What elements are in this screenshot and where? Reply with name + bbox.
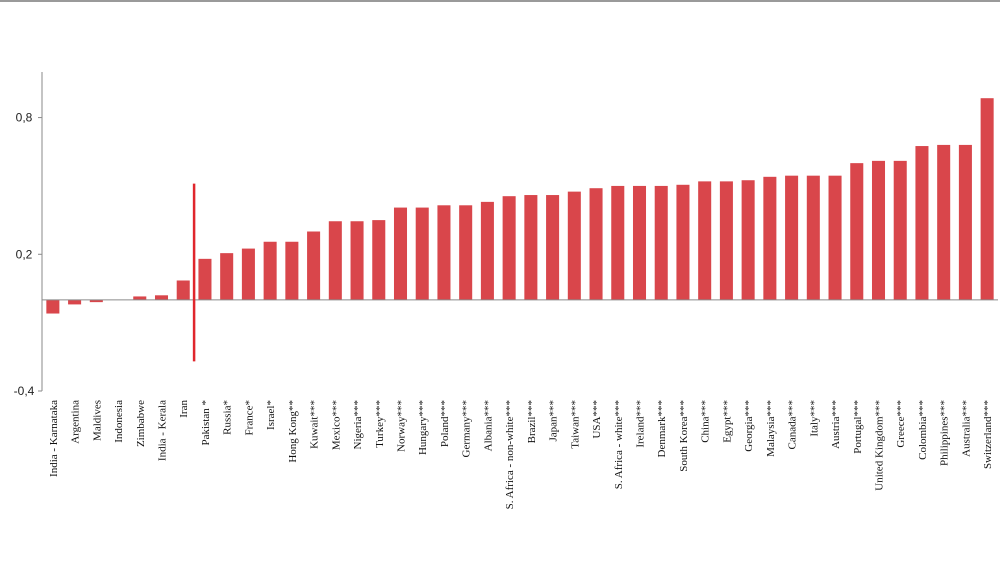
category-label: India - Kerala — [157, 400, 169, 461]
category-label: United Kingdom*** — [874, 400, 886, 491]
category-label: South Korea*** — [678, 400, 690, 472]
bar — [263, 241, 277, 300]
y-tick-label: 0,8 — [16, 111, 33, 125]
top-border — [0, 0, 1000, 2]
bars-group — [46, 98, 994, 314]
bar — [350, 221, 364, 300]
category-label: Austria*** — [830, 400, 842, 449]
bar — [719, 181, 733, 300]
bar — [654, 185, 668, 300]
category-label: Turkey*** — [374, 400, 386, 448]
y-tick-label: -0,4 — [14, 384, 35, 398]
category-label: Russia* — [222, 400, 234, 435]
bar — [546, 195, 560, 300]
category-label: Albania*** — [482, 400, 494, 451]
category-label: Kuwait*** — [309, 400, 321, 449]
bar — [372, 220, 386, 300]
category-label: India - Karnataka — [48, 400, 60, 477]
bar — [676, 184, 690, 300]
category-label: Taiwan*** — [569, 400, 581, 449]
y-tick-label: 0,2 — [16, 247, 33, 261]
bar — [198, 258, 212, 300]
category-label: USA*** — [591, 400, 603, 439]
bar — [307, 231, 321, 300]
bar — [220, 253, 234, 300]
category-label: S. Africa - non-white*** — [504, 400, 516, 509]
category-label: Colombia*** — [917, 400, 929, 460]
category-label: Denmark*** — [656, 400, 668, 457]
category-label: Brazil*** — [526, 400, 538, 443]
category-label: Australia*** — [960, 400, 972, 457]
bar — [459, 205, 473, 300]
category-label: Philippines*** — [939, 400, 951, 466]
bar — [154, 295, 169, 300]
bar — [68, 299, 82, 305]
category-label: Norway*** — [396, 400, 408, 452]
bar — [785, 175, 799, 300]
category-label: Malaysia*** — [765, 400, 777, 457]
category-label: Maldives — [91, 400, 103, 441]
y-tick-labels: 0,8 0,2 -0,4 — [14, 111, 42, 398]
bar — [241, 248, 255, 300]
category-label: Iran — [178, 400, 190, 418]
category-label: Italy*** — [808, 400, 820, 437]
category-label: Poland*** — [439, 400, 451, 447]
bar — [437, 205, 451, 300]
bar — [850, 163, 864, 300]
bar — [176, 280, 190, 300]
category-label: S. Africa - white*** — [613, 400, 625, 489]
bar — [611, 185, 625, 300]
bar — [502, 196, 516, 300]
category-label: Switzerland*** — [982, 400, 994, 469]
bar — [893, 160, 907, 300]
category-label: Greece*** — [895, 400, 907, 448]
bar — [415, 207, 429, 300]
bar — [133, 296, 147, 300]
bar — [328, 221, 342, 300]
category-label: Pakistan * — [200, 400, 212, 446]
category-label: Egypt*** — [721, 400, 733, 443]
category-label: Indonesia — [113, 400, 125, 443]
bar — [567, 191, 581, 300]
bar — [958, 144, 972, 300]
bar — [828, 175, 842, 300]
bar — [589, 188, 603, 300]
bar — [806, 175, 820, 300]
category-label: Germany*** — [461, 400, 473, 457]
bar — [763, 176, 777, 300]
bar — [980, 98, 994, 300]
bar — [524, 195, 538, 300]
bar — [632, 185, 647, 300]
category-label: Portugal*** — [852, 400, 864, 454]
category-labels: India - Karnataka Argentina Maldives Indone… — [48, 400, 994, 510]
category-label: Ireland*** — [635, 400, 647, 448]
bar — [89, 299, 103, 303]
bar — [46, 299, 60, 314]
category-label: Japan*** — [548, 400, 560, 442]
bar — [871, 160, 886, 300]
bar — [393, 207, 408, 300]
category-label: Mexico*** — [330, 400, 342, 450]
bar — [741, 180, 755, 300]
category-label: Georgia*** — [743, 400, 755, 452]
category-label: Canada*** — [787, 400, 799, 449]
bar — [937, 144, 951, 300]
category-label: China*** — [700, 400, 712, 443]
category-label: Zimbabwe — [135, 400, 147, 447]
bar — [480, 201, 494, 300]
bar — [698, 181, 712, 300]
bar — [915, 146, 929, 300]
category-label: Nigeria*** — [352, 400, 364, 449]
category-label: France* — [243, 400, 255, 435]
category-label: Hungary*** — [417, 400, 429, 455]
category-label: Israel* — [265, 400, 277, 430]
bar — [285, 241, 299, 300]
category-label: Argentina — [70, 400, 82, 444]
category-label: Hong Kong** — [287, 400, 299, 463]
